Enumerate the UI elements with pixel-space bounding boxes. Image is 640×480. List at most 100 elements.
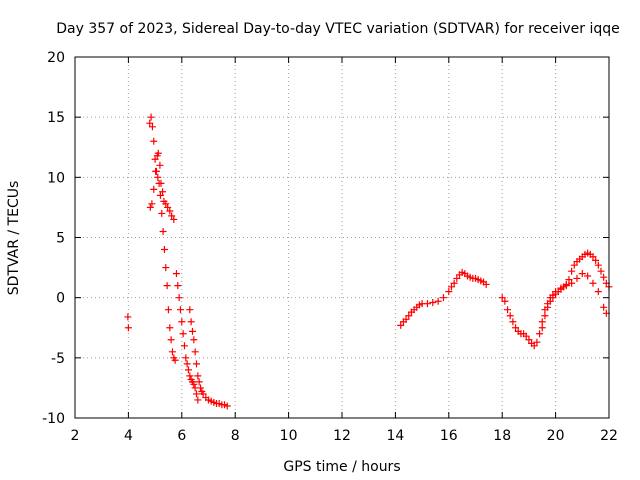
data-point-afternoon-arc <box>447 283 455 291</box>
data-point-early-isolated <box>124 313 132 321</box>
data-point-morning-descent-b <box>170 215 178 223</box>
data-point-evening-upper <box>570 261 578 269</box>
data-point-evening-upper <box>549 294 557 302</box>
data-point-afternoon-arc <box>423 300 431 308</box>
data-point-morning-descent-a <box>166 324 174 332</box>
data-point-afternoon-arc <box>397 321 405 329</box>
x-tick-label: 6 <box>177 428 186 444</box>
data-point-afternoon-arc <box>439 294 447 302</box>
data-point-morning-descent-a <box>148 123 156 131</box>
data-point-morning-descent-c <box>190 380 198 388</box>
data-point-evening-lower <box>509 318 517 326</box>
data-point-morning-descent-d <box>196 384 204 392</box>
data-point-morning-descent-a <box>158 209 166 217</box>
data-point-evening-lower <box>525 336 533 344</box>
x-tick-label: 18 <box>493 428 511 444</box>
x-tick-label: 16 <box>440 428 458 444</box>
data-point-morning-descent-b <box>146 203 154 211</box>
x-tick-label: 8 <box>231 428 240 444</box>
y-tick-label: 0 <box>56 291 65 307</box>
data-point-afternoon-arc <box>402 315 410 323</box>
data-point-morning-descent-b <box>156 161 164 169</box>
data-point-morning-descent-c <box>186 372 194 380</box>
data-point-morning-descent-b <box>152 167 160 175</box>
data-point-morning-descent-c <box>182 354 190 362</box>
x-tick-label: 10 <box>280 428 298 444</box>
data-point-evening-upper <box>589 253 597 261</box>
x-tick-label: 14 <box>386 428 404 444</box>
data-point-afternoon-arc <box>405 312 413 320</box>
data-point-evening-upper <box>541 312 549 320</box>
data-point-morning-descent-a <box>171 356 179 364</box>
data-point-morning-descent-d <box>192 360 200 368</box>
data-point-morning-descent-c <box>184 366 192 374</box>
y-tick-label: -10 <box>42 411 65 427</box>
data-point-morning-descent-c <box>172 270 180 278</box>
data-point-evening-lower <box>573 274 581 282</box>
data-point-evening-upper <box>546 297 554 305</box>
grid-lines <box>75 57 609 418</box>
data-point-morning-descent-a <box>151 155 159 163</box>
data-point-morning-descent-c <box>180 342 188 350</box>
y-tick-label: 20 <box>47 50 65 66</box>
data-point-morning-descent-a <box>162 264 170 272</box>
data-point-afternoon-arc <box>482 280 490 288</box>
data-point-morning-descent-d <box>188 327 196 335</box>
data-point-evening-upper <box>600 273 608 281</box>
data-point-morning-descent-b <box>154 149 162 157</box>
data-point-morning-descent-c <box>176 306 184 314</box>
data-point-afternoon-arc <box>445 288 453 296</box>
chart-title: Day 357 of 2023, Sidereal Day-to-day VTE… <box>56 21 620 37</box>
data-point-evening-lower <box>538 318 546 326</box>
data-point-morning-descent-a <box>160 246 168 254</box>
y-axis-label: SDTVAR / TECUs <box>6 181 22 296</box>
data-point-morning-descent-d <box>191 348 199 356</box>
data-point-evening-lower <box>498 294 506 302</box>
data-point-evening-lower <box>589 279 597 287</box>
data-point-morning-descent-a <box>146 119 154 127</box>
x-tick-label: 4 <box>124 428 133 444</box>
data-point-evening-lower <box>600 303 608 311</box>
data-point-morning-descent-c <box>192 390 200 398</box>
data-point-morning-descent-b <box>168 212 176 220</box>
data-point-morning-descent-d <box>194 372 202 380</box>
data-point-evening-lower <box>522 332 530 340</box>
data-point-morning-descent-d <box>190 336 198 344</box>
data-point-morning-descent-a <box>163 282 171 290</box>
data-point-morning-descent-a <box>168 348 176 356</box>
data-point-morning-descent-a <box>147 113 155 121</box>
data-point-morning-descent-d <box>187 318 195 326</box>
data-point-morning-descent-a <box>167 336 175 344</box>
data-point-morning-descent-a <box>159 227 167 235</box>
data-points <box>124 113 613 410</box>
data-point-morning-descent-c <box>183 360 191 368</box>
data-point-evening-upper <box>544 303 552 311</box>
data-point-morning-descent-b <box>148 200 156 208</box>
data-point-evening-lower <box>504 306 512 314</box>
data-point-evening-upper <box>562 280 570 288</box>
x-tick-label: 22 <box>600 428 618 444</box>
data-point-afternoon-arc <box>450 279 458 287</box>
data-point-evening-lower <box>594 288 602 296</box>
data-point-morning-descent-c <box>179 330 187 338</box>
data-point-evening-upper <box>568 267 576 275</box>
data-point-evening-lower <box>578 270 586 278</box>
data-point-morning-descent-b <box>166 207 174 215</box>
data-point-evening-lower <box>512 324 520 332</box>
data-point-morning-descent-a <box>150 137 158 145</box>
data-point-afternoon-arc <box>429 298 437 306</box>
data-point-morning-descent-c <box>175 294 183 302</box>
data-point-morning-descent-a <box>164 306 172 314</box>
data-point-evening-lower <box>533 338 541 346</box>
y-tick-label: -5 <box>51 351 65 367</box>
data-point-morning-descent-d <box>195 378 203 386</box>
x-tick-label: 12 <box>333 428 351 444</box>
data-point-evening-upper <box>565 276 573 284</box>
y-tick-label: 10 <box>47 170 65 186</box>
data-point-morning-descent-d <box>223 402 231 410</box>
data-point-morning-descent-b <box>157 179 165 187</box>
data-point-morning-descent-b <box>164 203 172 211</box>
data-point-afternoon-arc <box>434 297 442 305</box>
data-point-evening-lower <box>536 330 544 338</box>
